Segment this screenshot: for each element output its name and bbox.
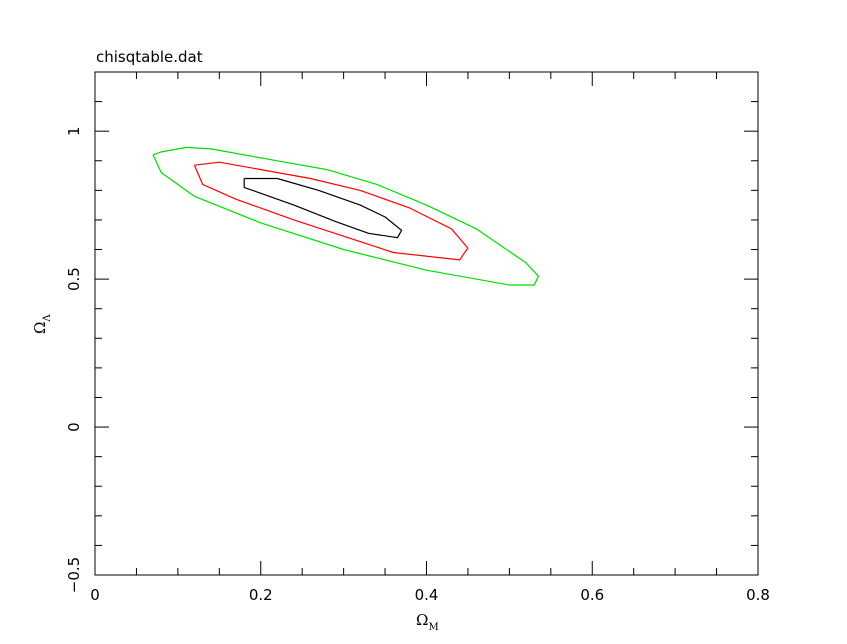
contour-middle	[193, 161, 469, 261]
x-axis-label-subscript: M	[428, 622, 438, 633]
tick-labels: 0 0.2 0.4 0.6 0.8 −0.5 0 0.5 1	[65, 126, 770, 604]
y-axis-label-subscript: Λ	[42, 314, 53, 323]
x-tick-label: 0.4	[415, 586, 439, 604]
contour-inner	[243, 177, 403, 239]
x-tick-label: 0.2	[249, 586, 273, 604]
y-tick-label: 0	[65, 422, 83, 432]
x-axis-label-symbol: Ω	[416, 611, 428, 629]
y-tick-label: −0.5	[65, 557, 83, 593]
chart-title: chisqtable.dat	[96, 48, 203, 66]
axis-ticks	[94, 71, 759, 576]
y-axis-label-symbol: Ω	[31, 322, 49, 334]
x-axis-label: ΩM	[416, 611, 439, 633]
x-tick-label: 0	[90, 586, 100, 604]
contour-lines	[152, 146, 540, 286]
x-tick-label: 0.6	[580, 586, 604, 604]
y-tick-label: 0.5	[65, 267, 83, 291]
contour-outer	[152, 146, 540, 286]
y-tick-label: 1	[65, 126, 83, 136]
y-axis-label: ΩΛ	[31, 314, 53, 334]
x-tick-label: 0.8	[746, 586, 770, 604]
